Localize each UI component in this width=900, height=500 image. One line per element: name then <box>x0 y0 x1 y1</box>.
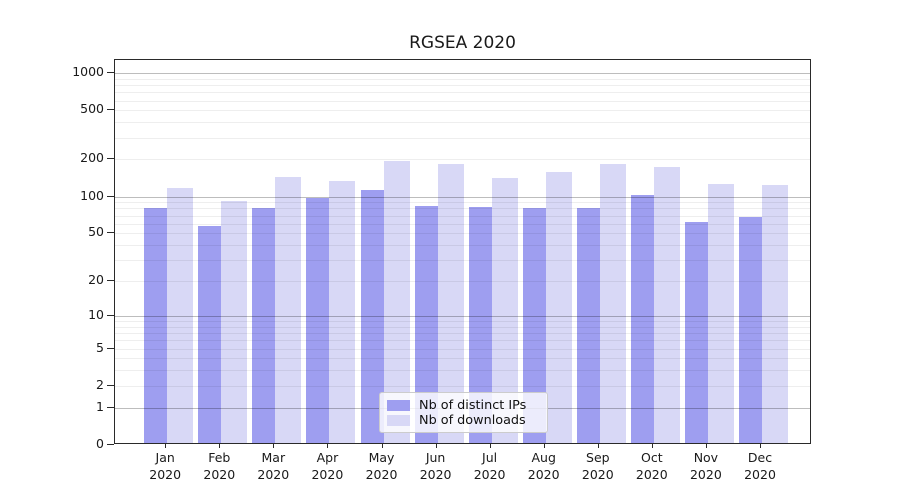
x-tick-mark <box>760 444 761 448</box>
y-tick-label: 20 <box>88 272 104 288</box>
y-tick-label: 200 <box>80 150 104 166</box>
bar-distinct-ips <box>360 190 384 443</box>
legend-label-downloads: Nb of downloads <box>419 413 526 428</box>
y-tick-mark <box>107 195 114 197</box>
x-tick-label: Nov 2020 <box>689 450 722 482</box>
y-tick-label: 500 <box>80 101 104 117</box>
bar-downloads <box>762 184 788 443</box>
x-tick-label: Jul 2020 <box>473 450 506 482</box>
bar-downloads <box>329 180 356 443</box>
x-tick-label: Dec 2020 <box>744 450 776 482</box>
x-tick-label: Sep 2020 <box>581 450 614 482</box>
bar-distinct-ips <box>306 197 330 443</box>
bar-downloads <box>653 166 680 443</box>
y-tick-mark <box>107 158 114 160</box>
plot-area <box>114 59 811 444</box>
bars-layer <box>115 60 810 443</box>
y-tick-label: 1 <box>96 398 104 414</box>
bar-downloads <box>599 164 626 443</box>
y-tick-label: 100 <box>80 187 104 203</box>
downloads-swatch <box>387 415 410 426</box>
x-tick-label: May 2020 <box>365 450 398 482</box>
x-tick-label: Jan 2020 <box>149 450 182 482</box>
y-tick-label: 10 <box>88 306 104 322</box>
distinct-ips-swatch <box>387 400 410 411</box>
x-tick-mark <box>651 444 653 448</box>
y-tick-mark <box>107 384 114 386</box>
x-tick-mark <box>705 444 707 448</box>
y-tick-mark <box>107 72 114 73</box>
bar-downloads <box>545 171 572 443</box>
x-tick-label: Oct 2020 <box>635 450 668 482</box>
y-tick-label: 0 <box>96 436 104 451</box>
x-tick-mark <box>327 444 329 448</box>
legend-row-distinct-ips: Nb of distinct IPs <box>387 399 538 412</box>
y-tick-label: 5 <box>96 339 104 355</box>
y-tick-mark <box>107 406 114 408</box>
bar-downloads <box>275 177 302 443</box>
bar-distinct-ips <box>739 217 762 443</box>
y-tick-label: 1000 <box>72 64 104 79</box>
bar-distinct-ips <box>144 207 168 443</box>
x-tick-mark <box>597 444 599 448</box>
x-tick-mark <box>219 444 221 448</box>
y-tick-mark <box>107 444 114 445</box>
x-tick-mark <box>543 444 545 448</box>
y-tick-label: 50 <box>88 224 104 240</box>
x-tick-label: Apr 2020 <box>311 450 344 482</box>
legend-row-downloads: Nb of downloads <box>387 414 538 427</box>
bar-distinct-ips <box>522 208 546 443</box>
y-tick-label: 2 <box>96 376 104 392</box>
x-tick-label: Feb 2020 <box>203 450 236 482</box>
bar-distinct-ips <box>414 206 438 443</box>
x-tick-label: Jun 2020 <box>419 450 452 482</box>
y-tick-mark <box>107 280 114 282</box>
legend: Nb of distinct IPs Nb of downloads <box>379 392 548 433</box>
x-tick-mark <box>435 444 437 448</box>
bar-distinct-ips <box>684 221 708 443</box>
x-tick-mark <box>165 444 167 448</box>
x-tick-mark <box>381 444 383 448</box>
bar-distinct-ips <box>252 208 276 443</box>
x-tick-label: Mar 2020 <box>257 450 290 482</box>
chart-title: RGSEA 2020 <box>409 33 516 53</box>
y-tick-mark <box>107 109 114 111</box>
bar-downloads <box>221 200 248 443</box>
y-tick-mark <box>107 232 114 234</box>
x-tick-mark <box>273 444 275 448</box>
bar-distinct-ips <box>576 208 600 443</box>
bar-distinct-ips <box>630 194 654 443</box>
x-tick-mark <box>489 444 491 448</box>
bar-distinct-ips <box>468 207 492 443</box>
x-tick-label: Aug 2020 <box>527 450 560 482</box>
bar-distinct-ips <box>198 226 222 443</box>
bar-downloads <box>707 184 734 443</box>
bar-downloads <box>167 187 194 443</box>
y-tick-mark <box>107 347 114 349</box>
y-tick-mark <box>107 314 114 316</box>
legend-label-distinct-ips: Nb of distinct IPs <box>419 398 527 413</box>
